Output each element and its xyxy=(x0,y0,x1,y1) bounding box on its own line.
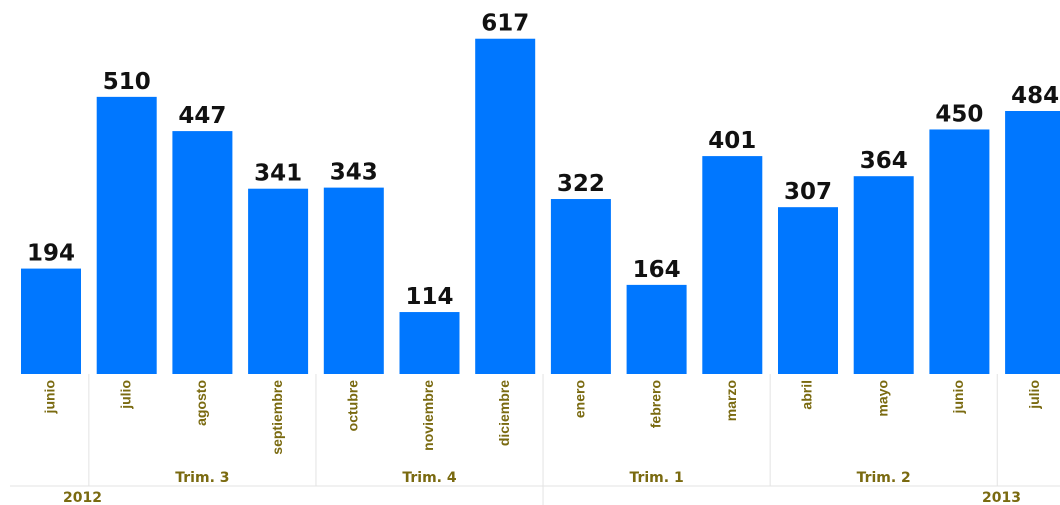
value-label: 164 xyxy=(633,257,681,283)
category-label: mayo xyxy=(874,380,890,417)
bar xyxy=(1005,110,1060,375)
bar xyxy=(475,38,536,374)
value-label: 364 xyxy=(860,148,908,174)
bar xyxy=(702,156,763,374)
quarter-label: Trim. 3 xyxy=(175,470,229,486)
value-label: 401 xyxy=(708,128,756,154)
bar xyxy=(399,312,460,374)
value-label: 450 xyxy=(935,101,983,127)
quarter-label: Trim. 1 xyxy=(629,470,683,486)
category-label: octubre xyxy=(345,380,361,432)
category-label: noviembre xyxy=(420,380,436,451)
quarter-label: Trim. 2 xyxy=(857,470,911,486)
bar xyxy=(21,268,81,374)
category-label: junio xyxy=(950,380,966,414)
value-label: 484 xyxy=(1011,83,1059,109)
category-label: febrero xyxy=(647,380,663,428)
bar xyxy=(626,284,687,374)
bar xyxy=(550,199,611,374)
value-label: 194 xyxy=(27,241,75,267)
value-label: 341 xyxy=(254,161,302,187)
bar xyxy=(96,96,157,374)
category-label: septiembre xyxy=(269,380,285,455)
bar xyxy=(929,129,990,374)
value-label: 447 xyxy=(178,103,226,129)
category-label: julio xyxy=(1026,380,1042,410)
category-label: agosto xyxy=(193,380,209,426)
category-label: marzo xyxy=(723,380,739,421)
value-label: 322 xyxy=(557,171,605,197)
bar xyxy=(323,187,384,374)
value-label: 510 xyxy=(103,69,151,95)
category-label: junio xyxy=(42,380,58,414)
bar xyxy=(172,131,233,374)
value-label: 343 xyxy=(330,160,378,186)
category-label: julio xyxy=(117,380,133,410)
bar xyxy=(248,188,309,374)
value-label: 307 xyxy=(784,179,832,205)
bar xyxy=(853,176,914,374)
category-label: diciembre xyxy=(496,380,512,446)
quarter-label: Trim. 4 xyxy=(402,470,456,486)
category-label: enero xyxy=(572,380,588,418)
year-label: 2013 xyxy=(982,490,1021,505)
bar xyxy=(778,207,838,374)
year-label: 2012 xyxy=(63,490,102,505)
value-label: 114 xyxy=(405,284,453,310)
value-label: 617 xyxy=(481,11,529,37)
category-label: abril xyxy=(799,380,815,410)
